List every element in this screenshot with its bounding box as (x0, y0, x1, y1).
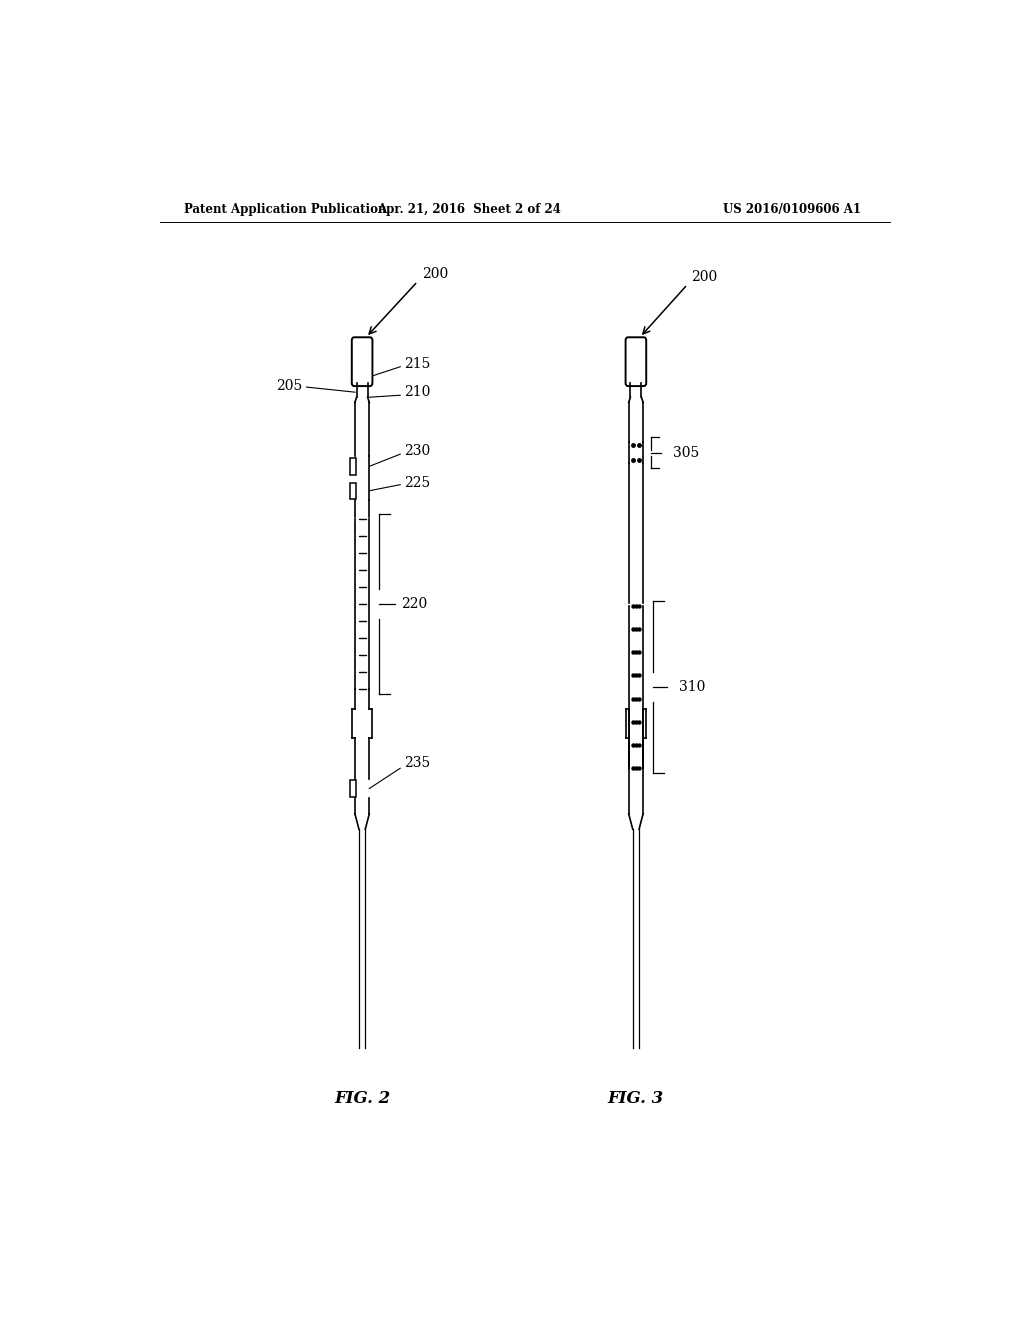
Bar (350, 483, 355, 499)
Bar (350, 458, 355, 474)
Text: 225: 225 (404, 475, 430, 490)
Text: 305: 305 (673, 446, 699, 459)
Text: 215: 215 (404, 356, 430, 371)
Bar (350, 780, 355, 797)
Text: 200: 200 (691, 271, 718, 284)
Text: 230: 230 (404, 444, 430, 458)
Text: US 2016/0109606 A1: US 2016/0109606 A1 (723, 203, 861, 215)
Text: 310: 310 (679, 680, 706, 694)
Text: 235: 235 (404, 756, 430, 770)
Text: Apr. 21, 2016  Sheet 2 of 24: Apr. 21, 2016 Sheet 2 of 24 (377, 203, 561, 215)
Text: 200: 200 (422, 267, 447, 281)
FancyBboxPatch shape (352, 338, 373, 385)
Text: FIG. 3: FIG. 3 (608, 1090, 664, 1107)
Text: 220: 220 (401, 597, 427, 611)
Text: 205: 205 (276, 379, 303, 393)
Text: FIG. 2: FIG. 2 (334, 1090, 390, 1107)
Text: 210: 210 (404, 385, 430, 399)
Text: Patent Application Publication: Patent Application Publication (183, 203, 386, 215)
FancyBboxPatch shape (626, 338, 646, 385)
